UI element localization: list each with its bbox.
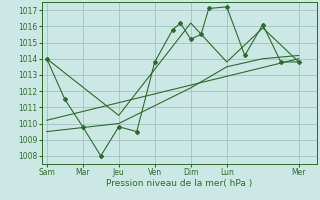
X-axis label: Pression niveau de la mer( hPa ): Pression niveau de la mer( hPa ) — [106, 179, 252, 188]
